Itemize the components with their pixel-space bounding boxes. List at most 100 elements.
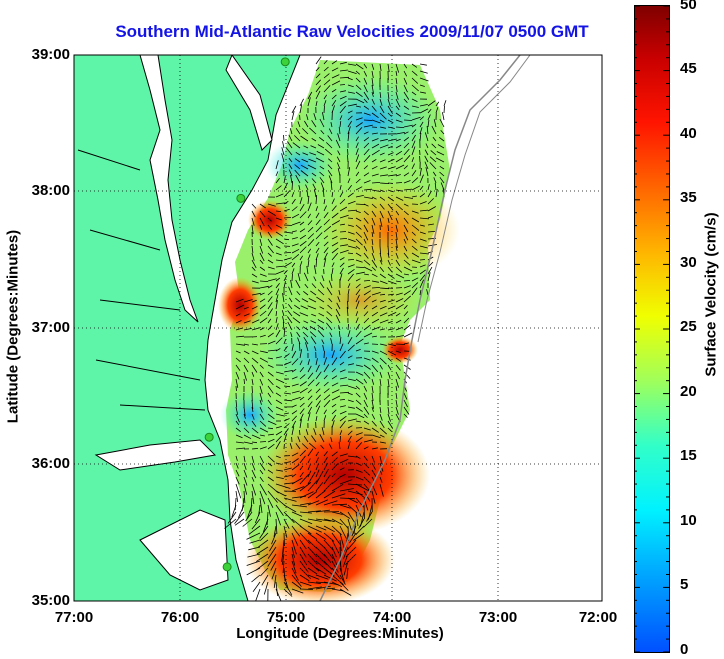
velocity-arrow [403,165,408,170]
velocity-arrow [339,191,344,198]
velocity-arrow [299,419,302,429]
velocity-arrow [307,525,322,533]
velocity-arrow [267,469,274,474]
velocity-arrow [267,203,276,207]
velocity-arrow [251,406,254,412]
velocity-arrow [403,371,411,379]
velocity-arrow [403,180,411,184]
velocity-arrow [328,158,333,163]
velocity-arrow [403,217,409,224]
velocity-arrow [355,371,364,376]
y-tick-label: 39:00 [31,46,70,63]
velocity-arrow [419,116,424,121]
velocity-arrow [363,231,369,241]
velocity-arrow [347,110,353,114]
velocity-arrow [283,261,292,268]
velocity-arrow [427,198,434,205]
velocity-arrow [323,381,329,387]
velocity-arrow [419,269,426,275]
velocity-arrow [379,91,382,98]
velocity-arrow [411,231,416,236]
velocity-arrow [339,238,348,240]
velocity-arrow [339,479,353,485]
velocity-arrow [299,349,303,359]
velocity-arrow [363,342,369,345]
y-axis-label: Latitude (Degrees:Minutes) [4,229,22,424]
velocity-arrow [403,273,409,276]
velocity-arrow [437,144,445,149]
velocity-arrow [289,128,293,135]
velocity-arrow [395,119,403,123]
velocity-arrow [283,275,288,282]
velocity-arrow [259,310,267,317]
velocity-arrow [290,175,293,184]
velocity-arrow [331,99,337,107]
velocity-arrow [259,392,263,402]
velocity-arrow [379,455,383,464]
velocity-arrow [355,294,360,303]
velocity-arrow [323,415,327,422]
velocity-arrow [387,328,394,331]
velocity-arrow [311,435,317,443]
velocity-arrow [439,165,445,170]
velocity-arrow [299,228,306,233]
velocity-arrow [339,369,346,373]
velocity-arrow [299,104,303,114]
velocity-arrow [291,458,299,464]
velocity-arrow [283,252,292,254]
velocity-arrow [347,483,363,486]
velocity-arrow [235,476,240,485]
velocity-arrow [403,317,410,324]
velocity-arrow [311,138,317,142]
velocity-arrow [323,500,338,506]
velocity-arrow [395,84,398,92]
velocity-arrow [326,287,333,296]
velocity-arrow [267,278,277,282]
velocity-arrow [327,164,333,170]
velocity-arrow [267,332,274,338]
velocity-arrow [273,525,277,537]
velocity-arrow [379,434,385,438]
velocity-arrow [363,180,371,184]
velocity-arrow [347,425,353,429]
velocity-arrow [299,374,306,380]
velocity-arrow [403,112,411,116]
velocity-arrow [339,532,345,548]
velocity-arrow [355,406,363,412]
velocity-arrow [307,464,311,471]
velocity-arrow [387,280,397,285]
velocity-arrow [283,328,286,338]
velocity-arrow [363,165,368,170]
velocity-arrow [427,231,436,233]
velocity-arrow [432,136,437,142]
velocity-arrow [275,431,283,436]
velocity-arrow [395,157,404,163]
velocity-arrow [291,525,301,537]
velocity-arrow [331,192,334,198]
velocity-arrow [363,196,373,199]
velocity-arrow [307,406,313,415]
velocity-arrow [411,105,419,108]
velocity-arrow [431,125,437,135]
velocity-arrow [323,409,327,415]
velocity-arrow [307,581,321,584]
velocity-arrow [275,504,284,516]
velocity-arrow [275,371,284,375]
velocity-arrow [271,532,277,545]
velocity-arrow [283,518,290,529]
velocity-arrow [315,90,321,100]
velocity-arrow [283,525,288,538]
velocity-arrow [323,357,327,366]
velocity-arrow [331,94,337,100]
velocity-arrow [379,119,385,123]
y-tick-label: 36:00 [31,455,70,472]
velocity-arrow [283,224,293,226]
velocity-arrow [371,305,378,310]
velocity-arrow [411,287,418,296]
velocity-arrow [339,76,350,79]
velocity-arrow [242,518,253,527]
velocity-arrow [419,174,424,184]
velocity-arrow [291,230,297,233]
velocity-arrow [307,365,312,373]
velocity-arrow [403,84,408,93]
